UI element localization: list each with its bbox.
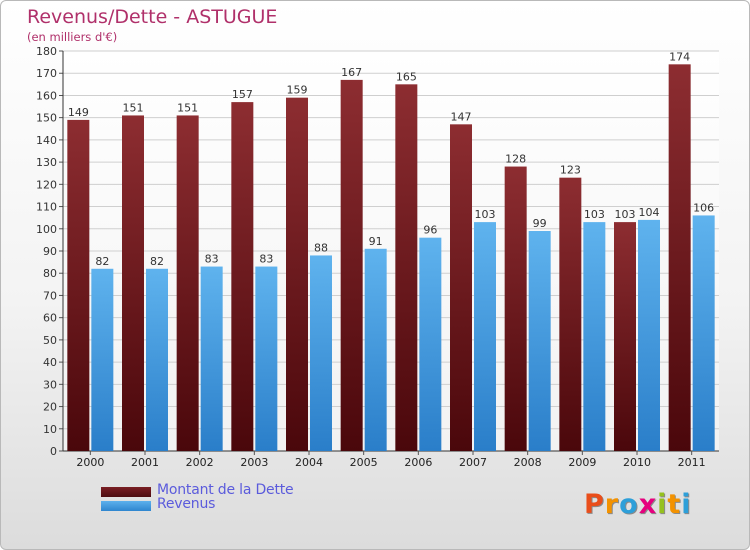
bar-dette-2002 <box>176 115 199 451</box>
bar-dette-2009 <box>559 177 582 451</box>
x-tick-label: 2005 <box>350 456 378 469</box>
bar-dette-2000 <box>67 119 90 451</box>
bar-revenus-2002 <box>200 266 223 451</box>
x-tick-label: 2006 <box>404 456 432 469</box>
y-tick-label: 120 <box>36 178 57 191</box>
x-tick-label: 2010 <box>623 456 651 469</box>
data-label-dette: 165 <box>396 70 417 83</box>
bar-revenus-2005 <box>364 248 387 451</box>
data-label-revenus: 103 <box>475 208 496 221</box>
bar-revenus-2004 <box>310 255 332 451</box>
bar-revenus-2001 <box>146 268 168 451</box>
y-tick-label: 160 <box>36 89 57 102</box>
bar-revenus-2007 <box>474 222 496 451</box>
logo-letter: i <box>657 489 668 520</box>
y-tick-label: 150 <box>36 112 57 125</box>
x-tick-label: 2002 <box>186 456 214 469</box>
bar-dette-2006 <box>395 84 418 451</box>
bar-revenus-2009 <box>583 222 606 451</box>
data-label-revenus: 91 <box>369 235 383 248</box>
y-tick-label: 130 <box>36 156 57 169</box>
x-tick-label: 2007 <box>459 456 487 469</box>
data-label-revenus: 83 <box>259 253 273 266</box>
chart-subtitle: (en milliers d'€) <box>27 30 118 44</box>
x-tick-label: 2001 <box>131 456 159 469</box>
y-tick-label: 30 <box>43 378 57 391</box>
logo-letter: r <box>604 489 620 520</box>
proxiti-logo: Proxiti <box>584 489 692 520</box>
logo-letter: x <box>638 489 658 520</box>
y-tick-label: 70 <box>43 289 57 302</box>
data-label-revenus: 104 <box>639 206 660 219</box>
bar-dette-2004 <box>286 97 308 452</box>
x-tick-label: 2011 <box>678 456 706 469</box>
y-tick-label: 50 <box>43 334 57 347</box>
y-tick-label: 140 <box>36 134 57 147</box>
logo-letter: i <box>681 489 692 520</box>
y-tick-label: 90 <box>43 245 57 258</box>
y-tick-label: 60 <box>43 312 57 325</box>
bar-revenus-2010 <box>638 219 660 451</box>
bar-revenus-2008 <box>528 231 551 451</box>
bar-dette-2011 <box>668 64 691 452</box>
data-label-dette: 128 <box>505 153 526 166</box>
bar-dette-2008 <box>504 166 527 452</box>
y-tick-label: 170 <box>36 67 57 80</box>
y-tick-label: 110 <box>36 201 57 214</box>
bar-dette-2005 <box>340 79 363 451</box>
x-tick-label: 2009 <box>568 456 596 469</box>
bar-dette-2010 <box>614 222 636 451</box>
legend-label-dette: Montant de la Dette <box>157 482 294 498</box>
x-tick-label: 2008 <box>514 456 542 469</box>
y-tick-label: 80 <box>43 267 57 280</box>
y-tick-label: 100 <box>36 223 57 236</box>
legend-label-revenus: Revenus <box>157 496 216 512</box>
bar-dette-2007 <box>450 124 472 451</box>
data-label-dette: 151 <box>123 101 144 114</box>
bar-revenus-2003 <box>255 266 278 451</box>
bar-revenus-2006 <box>419 237 442 451</box>
x-tick-label: 2003 <box>240 456 268 469</box>
x-tick-label: 2004 <box>295 456 323 469</box>
data-label-revenus: 96 <box>423 224 437 237</box>
data-label-revenus: 106 <box>693 201 714 214</box>
bar-revenus-2011 <box>692 215 715 451</box>
data-label-dette: 167 <box>341 66 362 79</box>
data-label-dette: 123 <box>560 164 581 177</box>
data-label-dette: 174 <box>669 50 690 63</box>
data-label-revenus: 82 <box>150 255 164 268</box>
y-tick-label: 20 <box>43 401 57 414</box>
data-label-revenus: 99 <box>533 217 547 230</box>
data-label-dette: 149 <box>68 106 89 119</box>
bar-dette-2003 <box>231 102 254 451</box>
legend-swatch-dette <box>101 487 151 497</box>
data-label-dette: 151 <box>177 101 198 114</box>
data-label-dette: 159 <box>287 84 308 97</box>
bar-revenus-2000 <box>91 268 114 451</box>
logo-letter: P <box>584 489 605 520</box>
legend-swatch-revenus <box>101 501 151 511</box>
data-label-dette: 157 <box>232 88 253 101</box>
logo-letter: o <box>619 489 639 520</box>
data-label-revenus: 83 <box>205 253 219 266</box>
chart-title: Revenus/Dette - ASTUGUE <box>27 6 278 28</box>
data-label-revenus: 82 <box>95 255 109 268</box>
data-label-dette: 103 <box>615 208 636 221</box>
y-tick-label: 180 <box>36 45 57 58</box>
bar-dette-2001 <box>122 115 144 451</box>
data-label-dette: 147 <box>451 110 472 123</box>
logo-letter: t <box>667 489 682 520</box>
y-tick-label: 0 <box>50 445 57 458</box>
data-label-revenus: 88 <box>314 241 328 254</box>
y-tick-label: 40 <box>43 356 57 369</box>
x-tick-label: 2000 <box>76 456 104 469</box>
data-label-revenus: 103 <box>584 208 605 221</box>
y-tick-label: 10 <box>43 423 57 436</box>
